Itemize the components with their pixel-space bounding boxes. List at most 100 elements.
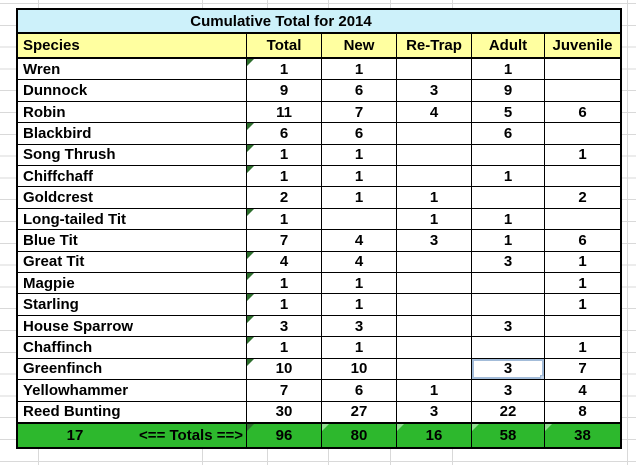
value-cell[interactable]: 1 xyxy=(246,294,321,315)
value-cell[interactable]: 6 xyxy=(321,380,396,401)
value-cell[interactable] xyxy=(471,273,544,294)
value-cell[interactable]: 30 xyxy=(246,401,321,422)
value-cell[interactable] xyxy=(396,358,471,380)
species-cell[interactable]: Reed Bunting xyxy=(23,403,121,421)
value-cell[interactable]: 4 xyxy=(246,251,321,273)
species-cell[interactable]: Chaffinch xyxy=(23,338,93,356)
value-cell[interactable]: 6 xyxy=(321,80,396,101)
value-cell[interactable]: 6 xyxy=(471,123,544,144)
value-cell[interactable] xyxy=(396,144,471,166)
header-cell-juvenile[interactable]: Juvenile xyxy=(544,34,620,57)
value-cell[interactable] xyxy=(396,315,471,337)
species-cell[interactable]: Yellowhammer xyxy=(23,381,129,399)
totals-value-cell[interactable]: 80 xyxy=(321,424,396,447)
totals-value-cell[interactable]: 16 xyxy=(396,424,471,447)
table-title[interactable]: Cumulative Total for 2014 xyxy=(190,12,372,30)
value-cell[interactable] xyxy=(396,123,471,144)
value-cell[interactable]: 1 xyxy=(544,337,620,358)
value-cell[interactable]: 7 xyxy=(544,358,620,380)
value-cell[interactable]: 1 xyxy=(321,59,396,80)
species-cell[interactable]: Song Thrush xyxy=(23,146,116,164)
selected-cell[interactable]: 3 xyxy=(471,358,544,380)
value-cell[interactable]: 1 xyxy=(321,273,396,294)
species-cell[interactable]: Magpie xyxy=(23,274,75,292)
value-cell[interactable]: 2 xyxy=(246,187,321,208)
value-cell[interactable]: 1 xyxy=(471,166,544,187)
value-cell[interactable]: 8 xyxy=(544,401,620,422)
value-cell[interactable]: 1 xyxy=(321,166,396,187)
value-cell[interactable]: 1 xyxy=(246,273,321,294)
value-cell[interactable]: 1 xyxy=(246,337,321,358)
value-cell[interactable] xyxy=(396,294,471,315)
totals-value-cell[interactable]: 58 xyxy=(471,424,544,447)
value-cell[interactable]: 3 xyxy=(471,315,544,337)
value-cell[interactable] xyxy=(471,337,544,358)
value-cell[interactable]: 1 xyxy=(321,337,396,358)
species-cell[interactable]: House Sparrow xyxy=(23,317,134,335)
value-cell[interactable] xyxy=(396,273,471,294)
value-cell[interactable]: 3 xyxy=(246,315,321,337)
value-cell[interactable] xyxy=(544,166,620,187)
value-cell[interactable] xyxy=(396,251,471,273)
value-cell[interactable] xyxy=(544,123,620,144)
value-cell[interactable]: 4 xyxy=(544,380,620,401)
value-cell[interactable]: 9 xyxy=(471,80,544,101)
value-cell[interactable]: 6 xyxy=(544,101,620,123)
species-cell[interactable]: Greenfinch xyxy=(23,360,103,378)
value-cell[interactable]: 1 xyxy=(396,208,471,230)
value-cell[interactable]: 1 xyxy=(321,144,396,166)
value-cell[interactable]: 1 xyxy=(544,294,620,315)
value-cell[interactable]: 1 xyxy=(544,251,620,273)
value-cell[interactable]: 10 xyxy=(321,358,396,380)
value-cell[interactable]: 3 xyxy=(471,380,544,401)
species-cell[interactable]: Chiffchaff xyxy=(23,167,93,185)
value-cell[interactable]: 7 xyxy=(246,230,321,251)
value-cell[interactable] xyxy=(471,144,544,166)
value-cell[interactable]: 1 xyxy=(544,273,620,294)
value-cell[interactable]: 1 xyxy=(246,59,321,80)
value-cell[interactable]: 27 xyxy=(321,401,396,422)
value-cell[interactable]: 6 xyxy=(321,123,396,144)
value-cell[interactable]: 1 xyxy=(396,380,471,401)
value-cell[interactable]: 22 xyxy=(471,401,544,422)
value-cell[interactable] xyxy=(471,187,544,208)
species-cell[interactable]: Blue Tit xyxy=(23,231,78,249)
value-cell[interactable] xyxy=(544,80,620,101)
totals-value-cell[interactable]: 38 xyxy=(544,424,620,447)
value-cell[interactable]: 4 xyxy=(321,251,396,273)
header-cell-species[interactable]: Species xyxy=(23,37,80,54)
species-cell[interactable]: Starling xyxy=(23,296,79,314)
value-cell[interactable]: 11 xyxy=(246,101,321,123)
value-cell[interactable]: 1 xyxy=(544,144,620,166)
species-cell[interactable]: Robin xyxy=(23,103,66,121)
value-cell[interactable] xyxy=(396,337,471,358)
totals-species-cell[interactable]: 17 <== Totals ==> xyxy=(18,424,246,447)
value-cell[interactable] xyxy=(544,59,620,80)
value-cell[interactable] xyxy=(544,208,620,230)
value-cell[interactable]: 3 xyxy=(471,251,544,273)
value-cell[interactable]: 5 xyxy=(471,101,544,123)
species-cell[interactable]: Wren xyxy=(23,60,61,78)
value-cell[interactable]: 3 xyxy=(396,230,471,251)
value-cell[interactable]: 1 xyxy=(246,166,321,187)
species-cell[interactable]: Blackbird xyxy=(23,124,92,142)
value-cell[interactable]: 1 xyxy=(246,208,321,230)
value-cell[interactable]: 2 xyxy=(544,187,620,208)
value-cell[interactable]: 3 xyxy=(321,315,396,337)
value-cell[interactable] xyxy=(544,315,620,337)
species-cell[interactable]: Dunnock xyxy=(23,82,88,100)
value-cell[interactable]: 3 xyxy=(396,401,471,422)
value-cell[interactable] xyxy=(396,166,471,187)
value-cell[interactable]: 10 xyxy=(246,358,321,380)
value-cell[interactable] xyxy=(321,208,396,230)
value-cell[interactable]: 1 xyxy=(471,230,544,251)
value-cell[interactable]: 6 xyxy=(544,230,620,251)
value-cell[interactable]: 3 xyxy=(396,80,471,101)
value-cell[interactable]: 9 xyxy=(246,80,321,101)
header-cell-adult[interactable]: Adult xyxy=(471,34,544,57)
value-cell[interactable]: 6 xyxy=(246,123,321,144)
value-cell[interactable]: 1 xyxy=(471,208,544,230)
value-cell[interactable]: 1 xyxy=(471,59,544,80)
value-cell[interactable]: 4 xyxy=(321,230,396,251)
value-cell[interactable]: 1 xyxy=(321,294,396,315)
